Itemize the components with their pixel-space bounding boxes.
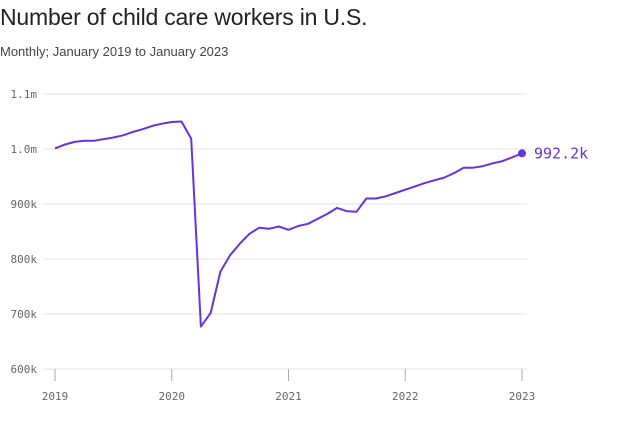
y-tick-label: 1.0m [11, 143, 38, 156]
grid-lines [43, 93, 527, 370]
y-tick-label: 900k [11, 198, 38, 211]
end-point [518, 149, 526, 158]
end-value-label: 992.2k [534, 144, 588, 162]
series-line [54, 120, 523, 328]
y-tick-label: 800k [11, 253, 38, 266]
y-tick-label: 1.1m [11, 88, 38, 101]
x-tick-label: 2023 [509, 390, 536, 403]
x-tick-label: 2021 [275, 390, 302, 403]
y-tick-label: 700k [11, 308, 38, 321]
x-tick-label: 2020 [159, 390, 186, 403]
chart-title: Number of child care workers in U.S. [0, 4, 368, 30]
x-axis-ticks: 2019 2020 2021 2022 2023 [42, 369, 536, 403]
chart-subtitle: Monthly; January 2019 to January 2023 [0, 44, 229, 59]
x-tick-label: 2022 [392, 390, 419, 403]
y-tick-label: 600k [11, 363, 38, 376]
x-tick-label: 2019 [42, 390, 69, 403]
y-axis-ticks: 600k 700k 800k 900k 1.0m 1.1m [11, 88, 38, 376]
